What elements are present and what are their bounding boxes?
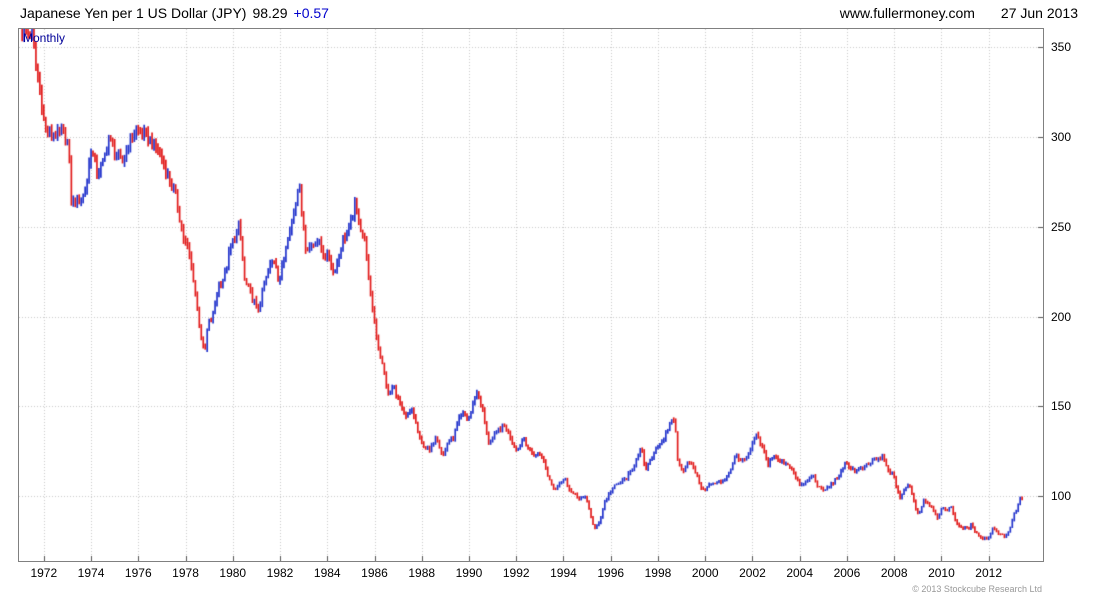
x-axis-tick-label: 1990 bbox=[455, 566, 483, 580]
title-block: Japanese Yen per 1 US Dollar (JPY) 98.29 +… bbox=[20, 5, 335, 21]
x-axis-tick-label: 1992 bbox=[502, 566, 530, 580]
x-axis-tick-label: 2008 bbox=[880, 566, 908, 580]
x-axis-tick-label: 1998 bbox=[644, 566, 672, 580]
y-axis-tick-label: 150 bbox=[1051, 399, 1072, 414]
y-axis-tick-label: 300 bbox=[1051, 129, 1072, 144]
x-axis-tick-label: 1976 bbox=[124, 566, 152, 580]
x-axis-tick-label: 2010 bbox=[928, 566, 955, 580]
x-axis-tick-label: 2002 bbox=[739, 566, 766, 580]
last-price: 98.29 bbox=[252, 5, 288, 21]
plot-area[interactable]: Monthly bbox=[18, 28, 1044, 562]
x-axis-tick-label: 2012 bbox=[975, 566, 1002, 580]
x-axis-tick-label: 1994 bbox=[550, 566, 577, 580]
x-axis-tick-label: 2006 bbox=[833, 566, 861, 580]
x-axis-tick-label: 1984 bbox=[313, 566, 341, 580]
candlestick-chart-canvas[interactable] bbox=[19, 29, 1043, 561]
chart-area: Monthly 100 150 200 250 300 350 1972 1974 1976 19… bbox=[0, 26, 1100, 600]
y-axis-tick-label: 100 bbox=[1051, 489, 1072, 504]
price-change: +0.57 bbox=[293, 5, 329, 21]
x-axis-tick-label: 1988 bbox=[408, 566, 436, 580]
y-axis-tick-label: 200 bbox=[1051, 309, 1072, 324]
x-axis-tick-label: 1978 bbox=[172, 566, 199, 580]
chart-header: Japanese Yen per 1 US Dollar (JPY) 98.29 +… bbox=[0, 0, 1100, 26]
copyright-text: © 2013 Stockcube Research Ltd bbox=[912, 584, 1042, 594]
chart-title: Japanese Yen per 1 US Dollar (JPY) bbox=[20, 5, 247, 21]
site-link[interactable]: www.fullermoney.com bbox=[839, 5, 975, 21]
y-axis-tick-label: 250 bbox=[1051, 219, 1072, 234]
x-axis-tick-label: 1982 bbox=[266, 566, 294, 580]
x-axis-tick-label: 1972 bbox=[30, 566, 58, 580]
x-axis-tick-label: 1996 bbox=[597, 566, 625, 580]
y-axis-tick-label: 350 bbox=[1051, 39, 1072, 54]
x-axis-tick-label: 1980 bbox=[219, 566, 247, 580]
x-axis-tick-label: 1986 bbox=[361, 566, 388, 580]
x-axis-tick-label: 1974 bbox=[77, 566, 105, 580]
header-date: 27 Jun 2013 bbox=[1000, 5, 1078, 21]
x-axis-tick-label: 2004 bbox=[786, 566, 814, 580]
header-right: www.fullermoney.com 27 Jun 2013 bbox=[840, 5, 1078, 21]
x-axis-tick-label: 2000 bbox=[691, 566, 719, 580]
timeframe-label: Monthly bbox=[23, 31, 66, 45]
